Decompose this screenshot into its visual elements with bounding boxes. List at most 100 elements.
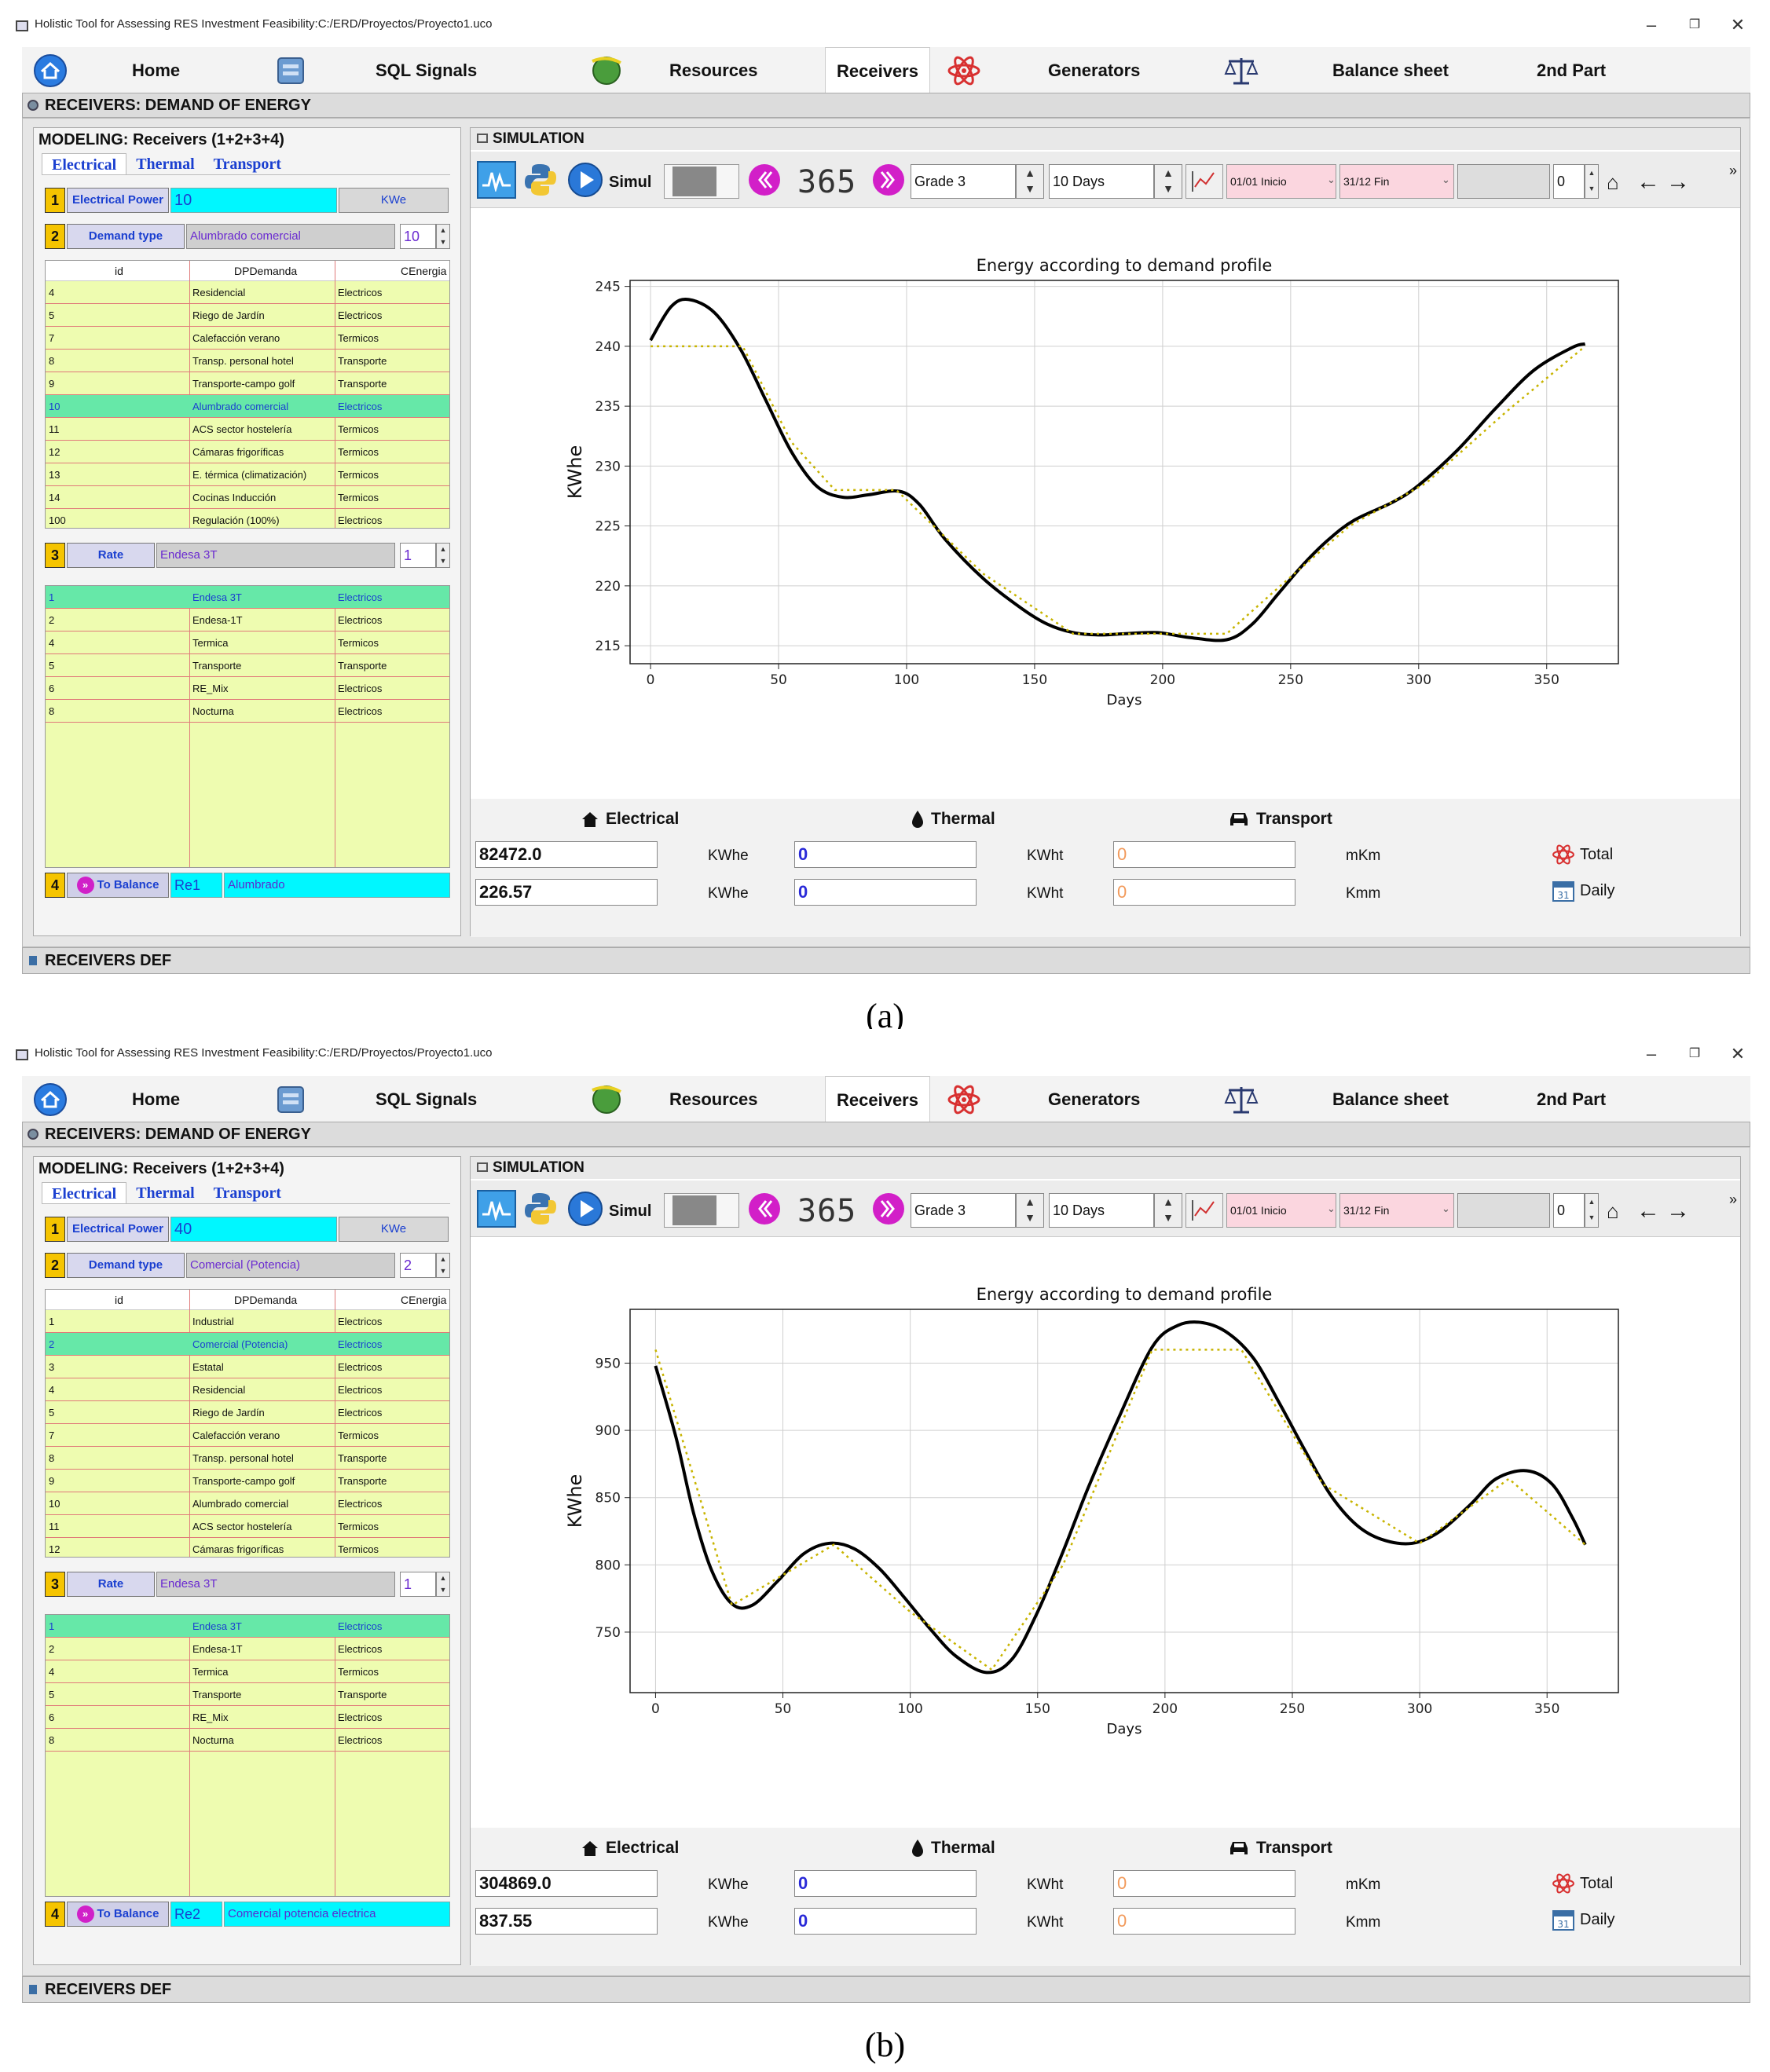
power-unit-button[interactable]: KWe xyxy=(339,188,449,213)
tab-balance-sheet[interactable]: Balance sheet xyxy=(1332,1089,1449,1109)
rate-spinbox[interactable]: 1 xyxy=(400,543,436,568)
table-row[interactable]: 4 Termica Termicos xyxy=(46,1660,449,1683)
play-button[interactable] xyxy=(566,161,604,199)
table-row[interactable]: 11 ACS sector hostelería Termicos xyxy=(46,1515,449,1538)
tab-resources[interactable]: Resources xyxy=(669,60,758,80)
receiver-name-input[interactable]: Comercial potencia electrica xyxy=(224,1902,450,1927)
rate-button[interactable]: Rate xyxy=(67,1572,155,1597)
close-button[interactable]: ✕ xyxy=(1730,1044,1746,1063)
index-spin-arrows-icon[interactable]: ▲ ▼ xyxy=(1585,164,1599,199)
spin-arrows-icon[interactable]: ▲ ▼ xyxy=(436,224,450,249)
table-row[interactable]: 1 Industrial Electricos xyxy=(46,1310,449,1333)
to-balance-button[interactable]: » To Balance xyxy=(67,1902,169,1927)
forward-arrow-icon[interactable]: → xyxy=(1666,169,1690,195)
footer-header[interactable]: RECEIVERS DEF xyxy=(22,947,1750,974)
receiver-code-input[interactable]: Re2 xyxy=(170,1902,222,1927)
end-dropdown-chevron-icon[interactable]: ⌄ xyxy=(1442,174,1450,185)
footer-header[interactable]: RECEIVERS DEF xyxy=(22,1976,1750,2003)
subtab-thermal[interactable]: Thermal xyxy=(136,156,195,173)
back-arrow-icon[interactable]: ← xyxy=(1636,169,1660,195)
grade-spin-arrows-icon[interactable]: ▲ ▼ xyxy=(1016,1193,1044,1228)
table-row[interactable]: 1 Endesa 3T Electricos xyxy=(46,586,449,609)
start-date-select[interactable]: 01/01 Inicio xyxy=(1226,164,1336,199)
grade-field[interactable]: Grade 3 xyxy=(911,1193,1016,1228)
forward-button[interactable] xyxy=(870,1190,907,1228)
grade-spin-arrows-icon[interactable]: ▲ ▼ xyxy=(1016,164,1044,199)
table-row[interactable]: 100 Regulación (100%) Electricos xyxy=(46,509,449,528)
rate-spinbox[interactable]: 1 xyxy=(400,1572,436,1597)
electrical-power-button[interactable]: Electrical Power xyxy=(67,1217,169,1242)
end-dropdown-chevron-icon[interactable]: ⌄ xyxy=(1442,1203,1450,1214)
overflow-chevron-icon[interactable]: » xyxy=(1729,1192,1738,1207)
table-row[interactable]: 1 Endesa 3T Electricos xyxy=(46,1615,449,1638)
table-row[interactable]: 2 Comercial (Potencia) Electricos xyxy=(46,1333,449,1356)
receiver-code-input[interactable]: Re1 xyxy=(170,873,222,898)
tab-receivers[interactable]: Receivers xyxy=(825,47,930,94)
subtab-transport[interactable]: Transport xyxy=(213,156,281,173)
table-row[interactable]: 5 Riego de Jardín Electricos xyxy=(46,1401,449,1424)
subtab-electrical[interactable]: Electrical xyxy=(42,1182,127,1204)
period-field[interactable]: 10 Days xyxy=(1049,1193,1154,1228)
table-row[interactable]: 2 Endesa-1T Electricos xyxy=(46,609,449,631)
table-row[interactable]: 8 Transp. personal hotel Transporte xyxy=(46,1447,449,1470)
period-spin-arrows-icon[interactable]: ▲ ▼ xyxy=(1154,1193,1182,1228)
spin-arrows-icon[interactable]: ▲ ▼ xyxy=(436,1572,450,1597)
tab-resources[interactable]: Resources xyxy=(669,1089,758,1109)
tab-sql-signals[interactable]: SQL Signals xyxy=(376,1089,478,1109)
tab-sql-signals[interactable]: SQL Signals xyxy=(376,60,478,80)
demand-type-spinbox[interactable]: 2 xyxy=(400,1253,436,1278)
demand-type-field[interactable]: Comercial (Potencia) xyxy=(186,1253,395,1278)
table-row[interactable]: 4 Residencial Electricos xyxy=(46,281,449,304)
minimize-button[interactable]: – xyxy=(1646,15,1657,35)
table-row[interactable]: 11 ACS sector hostelería Termicos xyxy=(46,418,449,441)
spin-arrows-icon[interactable]: ▲ ▼ xyxy=(436,1253,450,1278)
table-row[interactable]: 13 E. térmica (climatización) Termicos xyxy=(46,463,449,486)
rewind-button[interactable] xyxy=(746,1190,783,1228)
tab-generators[interactable]: Generators xyxy=(1048,1089,1141,1109)
table-row[interactable]: 10 Alumbrado comercial Electricos xyxy=(46,395,449,418)
demand-type-spinbox[interactable]: 10 xyxy=(400,224,436,249)
spin-arrows-icon[interactable]: ▲ ▼ xyxy=(436,543,450,568)
start-dropdown-chevron-icon[interactable]: ⌄ xyxy=(1327,1203,1336,1214)
tab-receivers[interactable]: Receivers xyxy=(825,1076,930,1123)
slider-handle[interactable] xyxy=(672,167,716,196)
chart-zoom-icon[interactable] xyxy=(1185,1193,1223,1228)
demand-type-field[interactable]: Alumbrado comercial xyxy=(186,224,395,249)
period-field[interactable]: 10 Days xyxy=(1049,164,1154,199)
demand-type-button[interactable]: Demand type xyxy=(67,224,185,249)
close-button[interactable]: ✕ xyxy=(1730,15,1746,35)
tab-2nd-part[interactable]: 2nd Part xyxy=(1537,60,1607,80)
rewind-button[interactable] xyxy=(746,161,783,199)
tab-balance-sheet[interactable]: Balance sheet xyxy=(1332,60,1449,80)
demand-type-button[interactable]: Demand type xyxy=(67,1253,185,1278)
table-row[interactable]: 8 Nocturna Electricos xyxy=(46,1729,449,1752)
tab-home[interactable]: Home xyxy=(132,1089,181,1109)
forward-button[interactable] xyxy=(870,161,907,199)
rate-button[interactable]: Rate xyxy=(67,543,155,568)
table-row[interactable]: 9 Transporte-campo golf Transporte xyxy=(46,1470,449,1492)
index-spinbox[interactable]: 0 xyxy=(1553,1193,1585,1228)
table-row[interactable]: 12 Cámaras frigoríficas Termicos xyxy=(46,441,449,463)
table-row[interactable]: 8 Nocturna Electricos xyxy=(46,700,449,723)
table-row[interactable]: 6 RE_Mix Electricos xyxy=(46,677,449,700)
table-row[interactable]: 5 Transporte Transporte xyxy=(46,654,449,677)
to-balance-button[interactable]: » To Balance xyxy=(67,873,169,898)
rate-field[interactable]: Endesa 3T xyxy=(156,1572,395,1597)
subtab-transport[interactable]: Transport xyxy=(213,1184,281,1202)
receiver-name-input[interactable]: Alumbrado xyxy=(224,873,450,898)
rate-field[interactable]: Endesa 3T xyxy=(156,543,395,568)
signal-chart-icon[interactable] xyxy=(477,1190,516,1228)
back-arrow-icon[interactable]: ← xyxy=(1636,1198,1660,1224)
table-row[interactable]: 5 Transporte Transporte xyxy=(46,1683,449,1706)
subtab-thermal[interactable]: Thermal xyxy=(136,1184,195,1202)
period-spin-arrows-icon[interactable]: ▲ ▼ xyxy=(1154,164,1182,199)
home-nav-icon[interactable]: ⌂ xyxy=(1607,1199,1619,1223)
power-unit-button[interactable]: KWe xyxy=(339,1217,449,1242)
python-icon[interactable] xyxy=(521,161,560,199)
electrical-power-input[interactable]: 40 xyxy=(170,1217,337,1242)
table-row[interactable]: 4 Residencial Electricos xyxy=(46,1378,449,1401)
table-row[interactable]: 4 Termica Termicos xyxy=(46,631,449,654)
tab-home[interactable]: Home xyxy=(132,60,181,80)
index-spinbox[interactable]: 0 xyxy=(1553,164,1585,199)
table-row[interactable]: 8 Transp. personal hotel Transporte xyxy=(46,350,449,372)
